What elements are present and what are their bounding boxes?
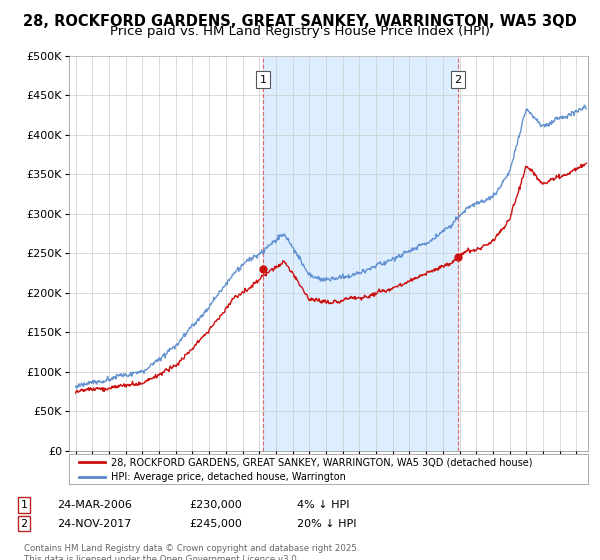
- Text: 24-MAR-2006: 24-MAR-2006: [57, 500, 132, 510]
- Text: £230,000: £230,000: [189, 500, 242, 510]
- Text: 1: 1: [20, 500, 28, 510]
- Text: 2: 2: [455, 74, 462, 85]
- Text: 20% ↓ HPI: 20% ↓ HPI: [297, 519, 356, 529]
- Text: HPI: Average price, detached house, Warrington: HPI: Average price, detached house, Warr…: [110, 472, 346, 482]
- Text: Contains HM Land Registry data © Crown copyright and database right 2025.
This d: Contains HM Land Registry data © Crown c…: [24, 544, 359, 560]
- Text: £245,000: £245,000: [189, 519, 242, 529]
- Text: 28, ROCKFORD GARDENS, GREAT SANKEY, WARRINGTON, WA5 3QD (detached house): 28, ROCKFORD GARDENS, GREAT SANKEY, WARR…: [110, 457, 532, 467]
- Text: 1: 1: [260, 74, 266, 85]
- Text: 28, ROCKFORD GARDENS, GREAT SANKEY, WARRINGTON, WA5 3QD: 28, ROCKFORD GARDENS, GREAT SANKEY, WARR…: [23, 14, 577, 29]
- Bar: [263, 56, 458, 451]
- Text: 24-NOV-2017: 24-NOV-2017: [57, 519, 131, 529]
- Text: 2: 2: [20, 519, 28, 529]
- Text: 4% ↓ HPI: 4% ↓ HPI: [297, 500, 349, 510]
- Text: Price paid vs. HM Land Registry's House Price Index (HPI): Price paid vs. HM Land Registry's House …: [110, 25, 490, 38]
